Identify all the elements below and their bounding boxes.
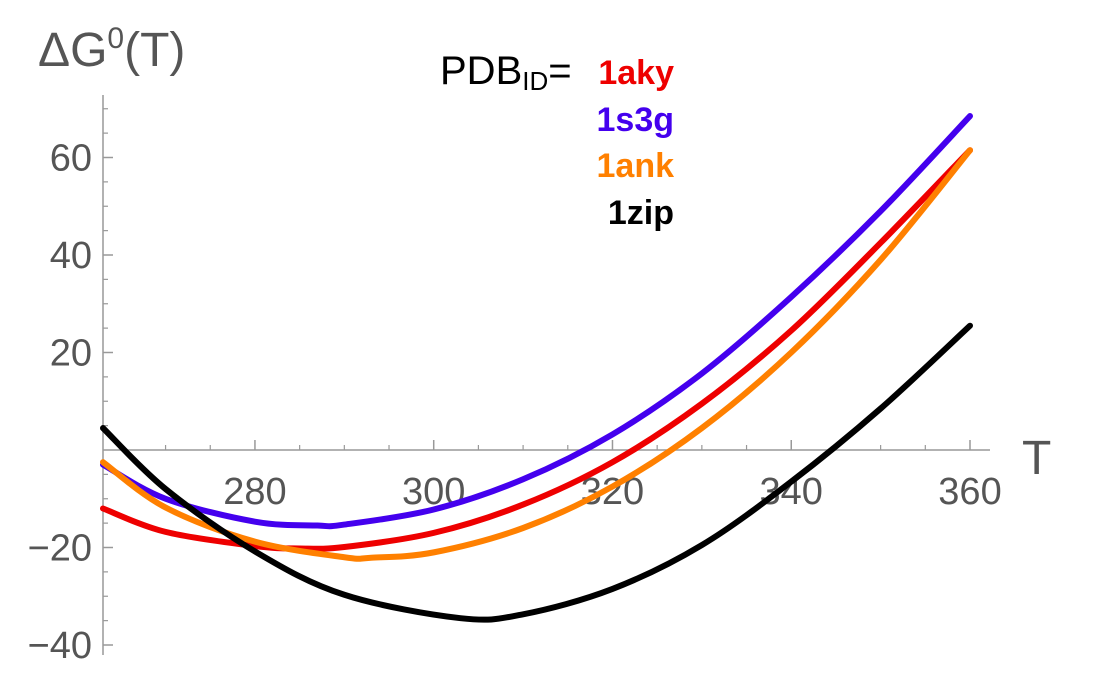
series-line-1ank — [100, 147, 973, 562]
y-tick-label: 40 — [50, 235, 92, 277]
legend-label-1aky: 1aky — [598, 54, 674, 92]
legend-prefix-base: PDB — [440, 49, 522, 93]
series-line-1aky — [100, 147, 973, 552]
x-minor-ticks — [120, 445, 926, 450]
y-axis-title: ΔG0(T) — [38, 22, 185, 77]
series-line-1zip — [100, 322, 973, 623]
x-axis-title: T — [1022, 432, 1051, 485]
y-minor-ticks — [103, 108, 108, 622]
legend-label-1zip: 1zip — [608, 194, 674, 232]
x-tick-label: 340 — [760, 471, 823, 513]
x-tick-label: 280 — [223, 471, 286, 513]
legend-label-1ank: 1ank — [597, 147, 675, 185]
legend-prefix: PDBID= — [440, 49, 572, 96]
legend-prefix-eq: = — [548, 49, 571, 93]
y-tick-label: −20 — [28, 528, 92, 570]
legend-prefix-sub: ID — [522, 66, 548, 96]
x-major-ticks — [254, 440, 971, 450]
y-axis-title-base: ΔG — [38, 24, 107, 77]
y-tick-label: −40 — [28, 625, 92, 667]
x-tick-label: 360 — [938, 471, 1001, 513]
series-line-1s3g — [100, 113, 973, 530]
series-group — [100, 113, 973, 623]
legend-label-1s3g: 1s3g — [597, 101, 675, 139]
y-tick-label: 20 — [50, 333, 92, 375]
y-axis-title-sup: 0 — [107, 22, 124, 55]
legend: PDBID= 1aky 1s3g 1ank 1zip — [440, 49, 674, 232]
legend-entries: 1aky 1s3g 1ank 1zip — [597, 54, 675, 232]
y-tick-label: 60 — [50, 138, 92, 180]
y-major-ticks — [103, 156, 113, 646]
y-axis-title-arg: (T) — [124, 24, 185, 77]
y-tick-labels: −40 −20 20 40 60 — [28, 138, 92, 668]
x-tick-labels: 280 300 320 340 360 — [223, 471, 1001, 513]
x-tick-label: 320 — [581, 471, 644, 513]
